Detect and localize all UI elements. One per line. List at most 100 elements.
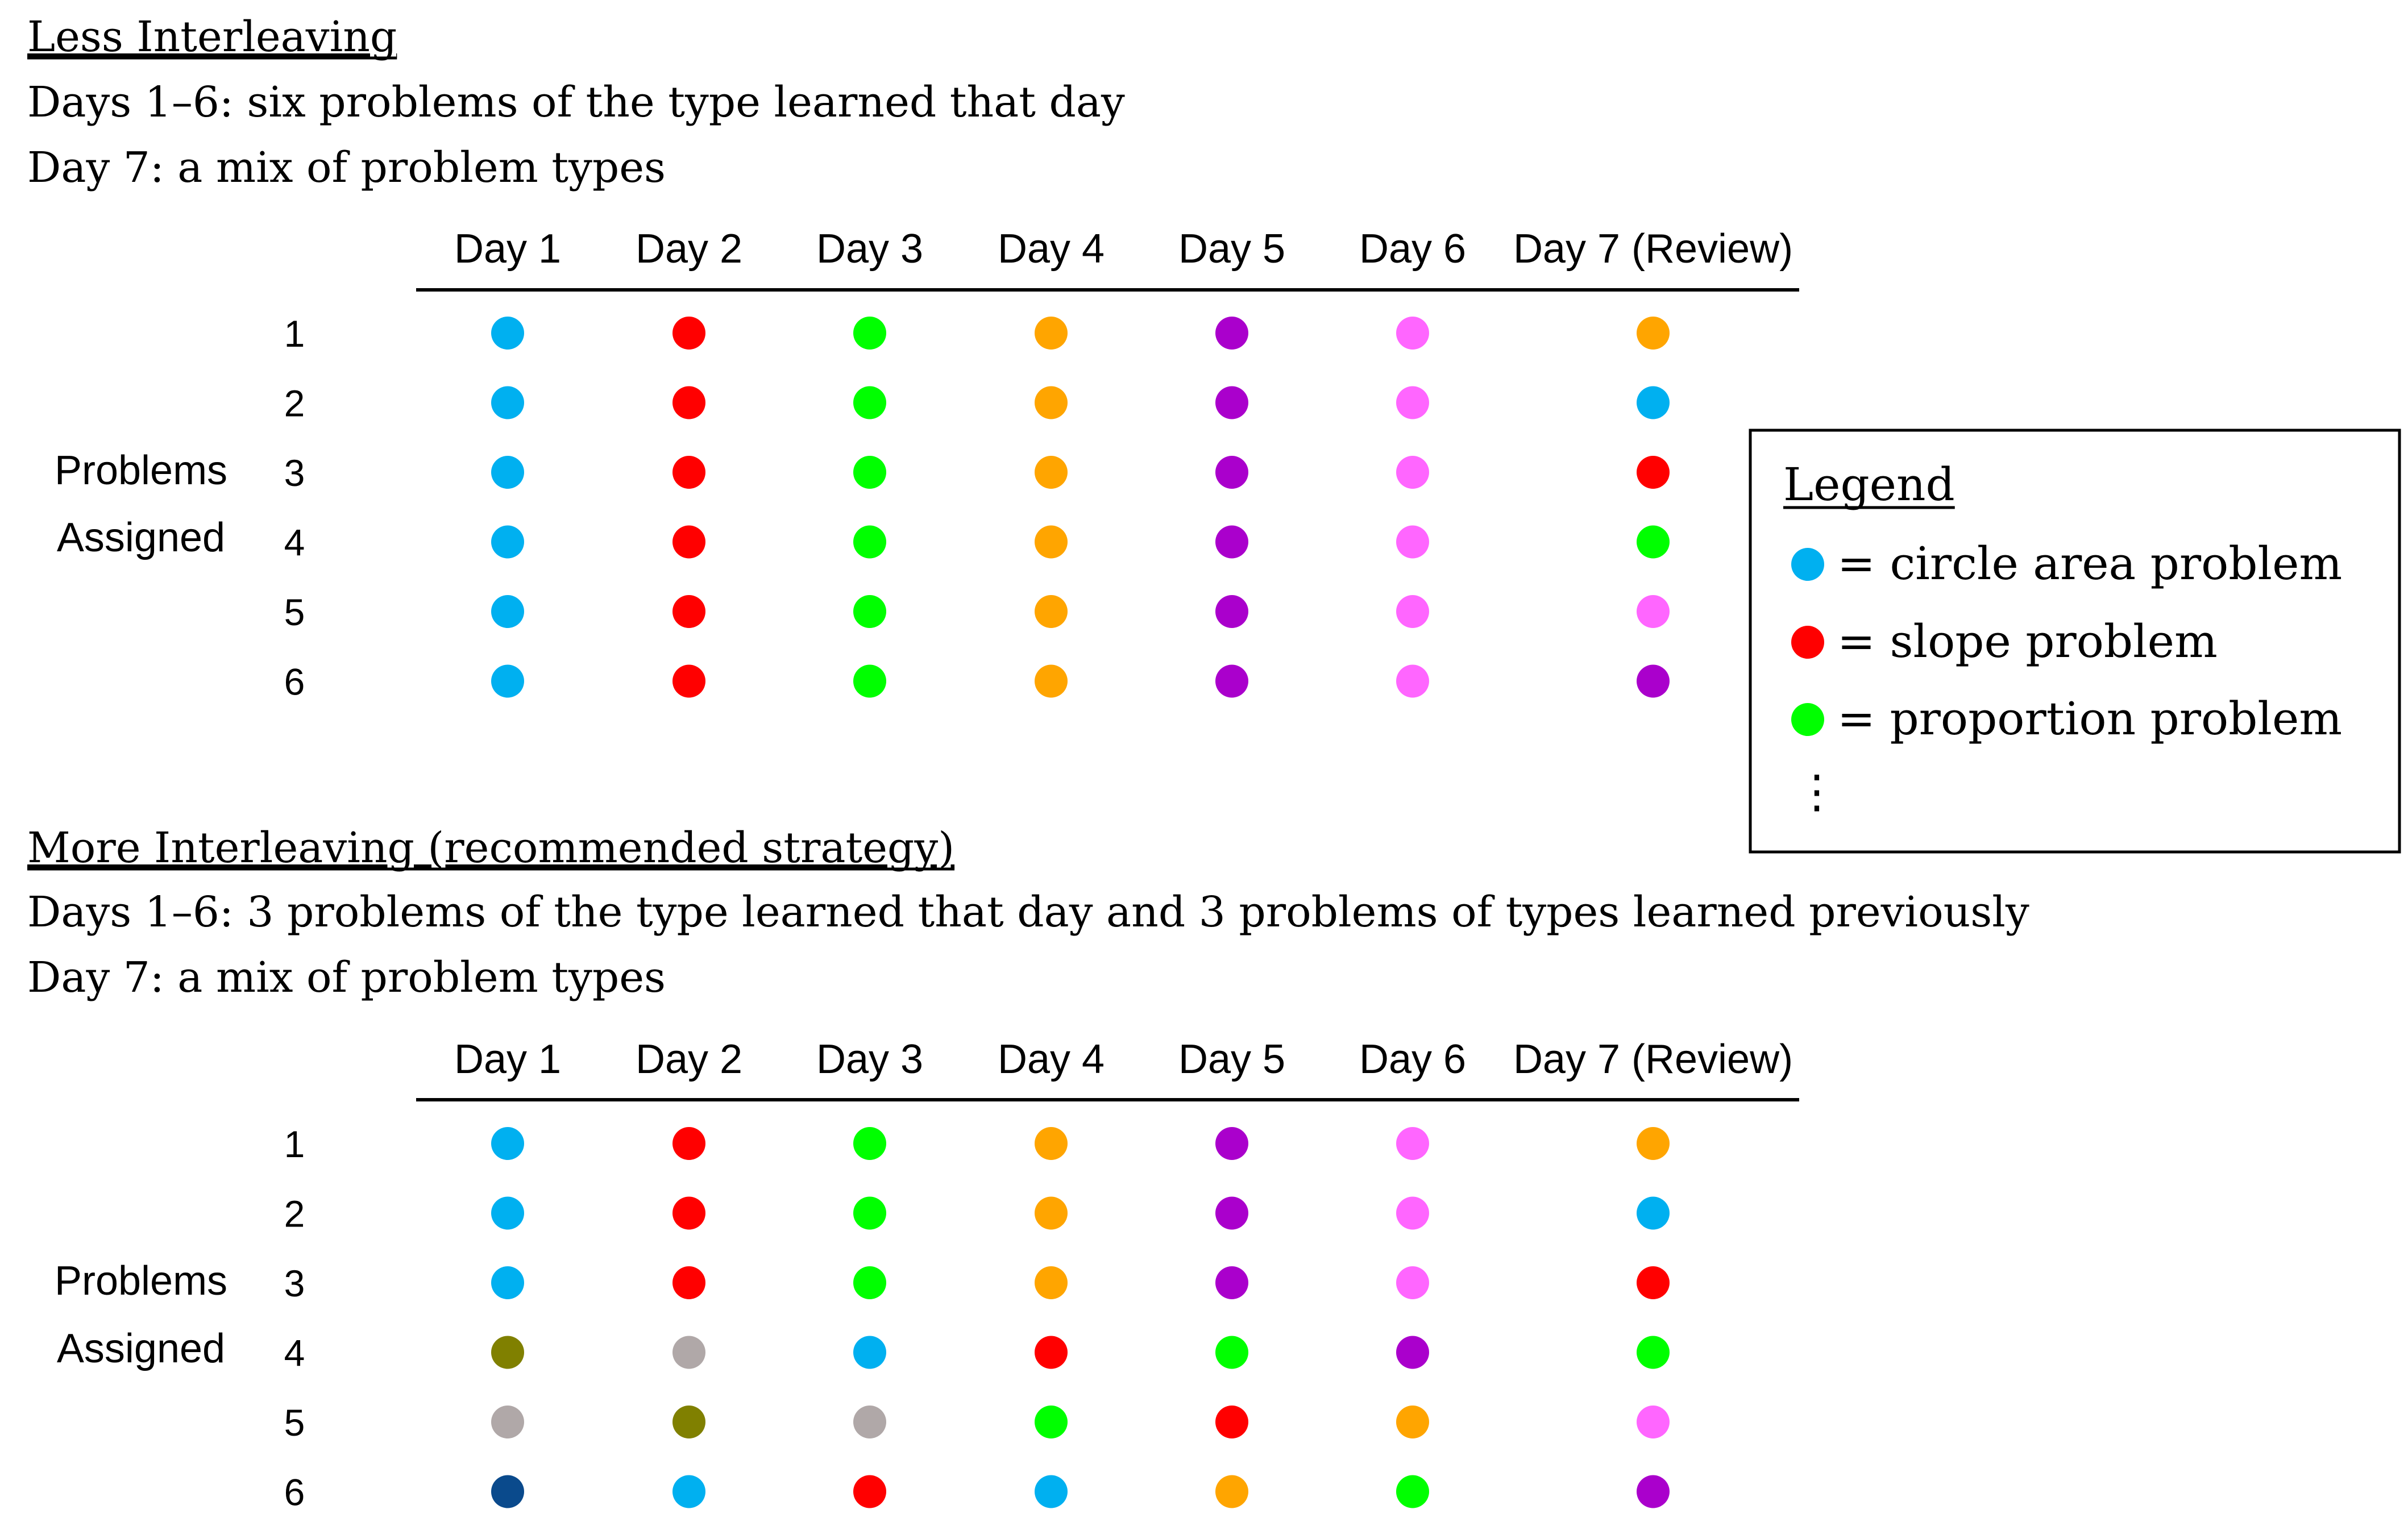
problem-dot-gray	[672, 1336, 705, 1369]
day-header: Day 7 (Review)	[1513, 226, 1793, 272]
problem-dot-pink	[1396, 664, 1429, 698]
problem-dot-cyan	[491, 386, 524, 419]
problem-dot-purple	[1215, 1266, 1248, 1299]
problem-number: 3	[284, 1262, 305, 1304]
problem-dot-red	[1637, 1266, 1670, 1299]
problem-dot-orange	[1035, 1266, 1068, 1299]
problem-number: 2	[284, 1193, 305, 1235]
day-header: Day 7 (Review)	[1513, 1037, 1793, 1082]
legend-box	[1749, 429, 2401, 854]
legend-more-ellipsis: ⋮	[1794, 765, 1840, 818]
day-header: Day 1	[454, 1037, 561, 1082]
day-header: Day 4	[998, 226, 1105, 272]
problem-dot-red	[1215, 1406, 1248, 1438]
problem-dot-pink	[1396, 456, 1429, 489]
problem-dot-red	[853, 1475, 886, 1508]
problem-dot-pink	[1396, 386, 1429, 419]
day-header: Day 1	[454, 226, 561, 272]
problem-dot-cyan	[491, 1127, 524, 1160]
problem-dot-orange	[1637, 1127, 1670, 1160]
problem-dot-purple	[1396, 1336, 1429, 1369]
problem-number: 3	[284, 452, 305, 494]
problem-dot-pink	[1396, 595, 1429, 628]
problem-dot-purple	[1215, 456, 1248, 489]
problem-dot-orange	[1035, 1127, 1068, 1160]
legend-item-label: = slope problem	[1837, 615, 2218, 668]
problem-number: 5	[284, 591, 305, 633]
day-header: Day 5	[1178, 1037, 1285, 1082]
problem-dot-cyan	[1637, 386, 1670, 419]
problem-dot-orange	[1035, 595, 1068, 628]
description-line: Days 1–6: 3 problems of the type learned…	[27, 888, 2029, 937]
problem-dot-cyan	[491, 1266, 524, 1299]
problem-dot-green	[853, 1266, 886, 1299]
day-header: Day 3	[816, 1037, 923, 1082]
problem-dot-red	[672, 595, 705, 628]
section-title: More Interleaving (recommended strategy)	[27, 824, 954, 872]
problem-dot-green	[1637, 525, 1670, 559]
problem-dot-pink	[1637, 595, 1670, 628]
problem-dot-red	[672, 386, 705, 419]
problem-dot-green	[853, 664, 886, 698]
problem-dot-orange	[1215, 1475, 1248, 1508]
problem-dot-green	[853, 1127, 886, 1160]
problem-dot-red	[672, 1196, 705, 1230]
problem-dot-cyan	[491, 595, 524, 628]
problem-dot-green	[853, 525, 886, 559]
problem-number: 1	[284, 313, 305, 355]
problem-dot-green	[1396, 1475, 1429, 1508]
description-line: Day 7: a mix of problem types	[27, 143, 666, 192]
problem-dot-cyan	[491, 525, 524, 559]
legend-title: Legend	[1783, 458, 1955, 511]
row-axis-label: Problems	[55, 1258, 227, 1304]
problem-dot-green	[853, 1196, 886, 1230]
problem-dot-orange	[1035, 386, 1068, 419]
problem-dot-cyan	[491, 1196, 524, 1230]
problem-dot-purple	[1215, 1127, 1248, 1160]
problem-dot-red	[672, 1127, 705, 1160]
problem-dot-orange	[1035, 525, 1068, 559]
problem-dot-purple	[1215, 317, 1248, 350]
problem-dot-green	[853, 317, 886, 350]
legend-item-label: = proportion problem	[1837, 692, 2342, 745]
problem-dot-gray	[853, 1406, 886, 1438]
problem-dot-cyan	[672, 1475, 705, 1508]
problem-dot-olive	[672, 1406, 705, 1438]
legend-dot-red	[1791, 626, 1824, 659]
problem-dot-purple	[1215, 525, 1248, 559]
problem-number: 4	[284, 522, 305, 564]
problem-number: 5	[284, 1402, 305, 1444]
problem-dot-cyan	[491, 456, 524, 489]
problem-dot-orange	[1637, 317, 1670, 350]
problem-dot-purple	[1215, 1196, 1248, 1230]
row-axis-label: Assigned	[57, 515, 225, 560]
problem-number: 6	[284, 1471, 305, 1513]
problem-number: 2	[284, 382, 305, 425]
row-axis-label: Assigned	[57, 1326, 225, 1371]
day-header: Day 2	[636, 1037, 742, 1082]
problem-dot-green	[853, 595, 886, 628]
problem-dot-green	[853, 386, 886, 419]
problem-dot-orange	[1035, 1196, 1068, 1230]
problem-dot-purple	[1637, 664, 1670, 698]
problem-dot-red	[672, 456, 705, 489]
problem-dot-pink	[1396, 1127, 1429, 1160]
problem-dot-purple	[1215, 595, 1248, 628]
problem-dot-red	[672, 317, 705, 350]
section-title: Less Interleaving	[27, 13, 397, 61]
legend-dot-cyan	[1791, 548, 1824, 581]
problem-dot-red	[672, 664, 705, 698]
problem-dot-orange	[1035, 456, 1068, 489]
problem-dot-gray	[491, 1406, 524, 1438]
description-line: Days 1–6: six problems of the type learn…	[27, 78, 1125, 127]
problem-dot-pink	[1637, 1406, 1670, 1438]
problem-dot-cyan	[491, 664, 524, 698]
row-axis-label: Problems	[55, 448, 227, 493]
problem-dot-orange	[1035, 664, 1068, 698]
problem-dot-pink	[1396, 1196, 1429, 1230]
legend-dot-green	[1791, 703, 1824, 736]
problem-dot-cyan	[1637, 1196, 1670, 1230]
problem-dot-purple	[1215, 386, 1248, 419]
problem-dot-purple	[1215, 664, 1248, 698]
